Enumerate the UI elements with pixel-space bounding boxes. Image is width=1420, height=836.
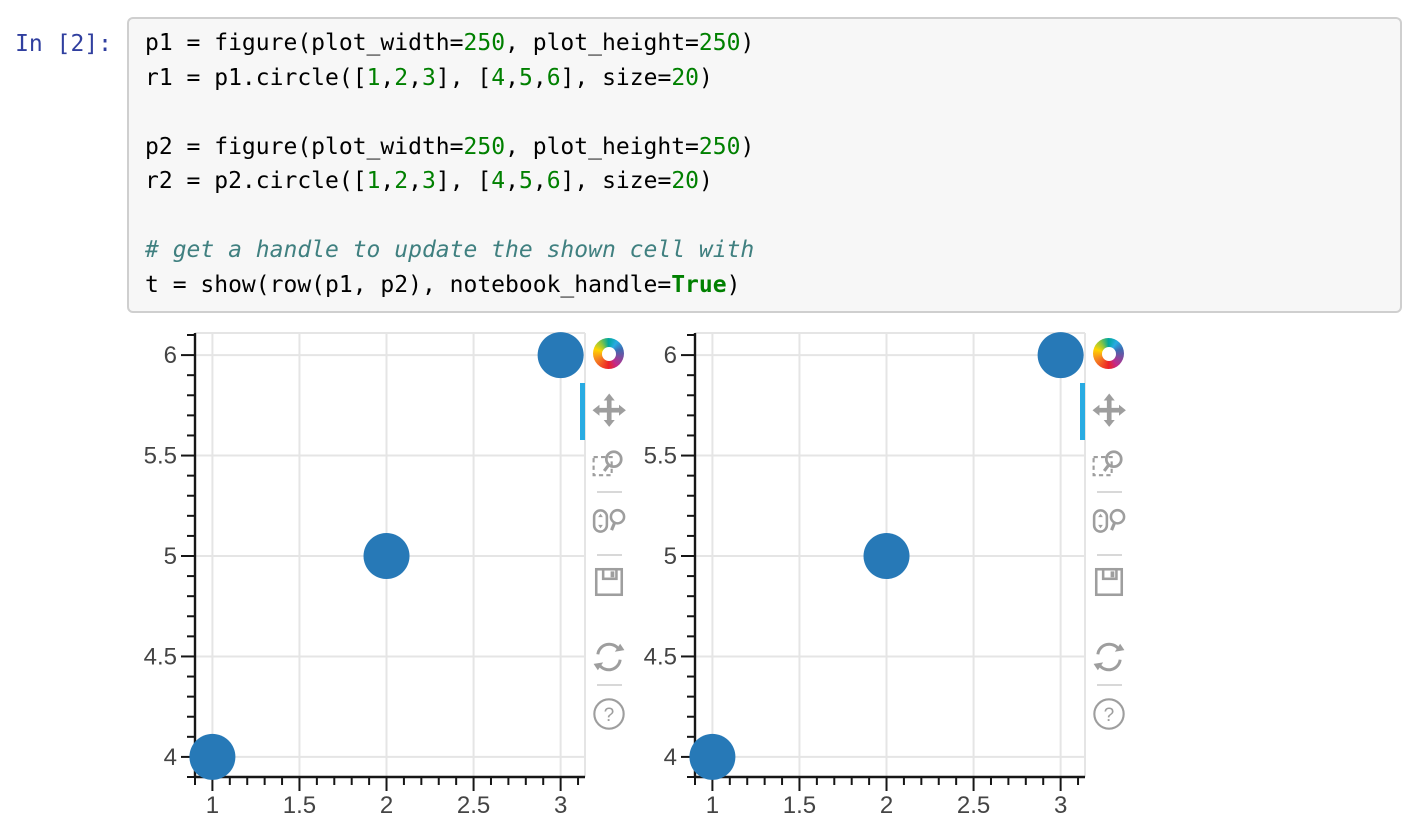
y-tick-label: 5.5 [644,443,677,470]
bokeh-toolbar: ? [1080,330,1140,830]
y-tick-label: 4.5 [644,643,677,670]
plot-frame-outline [695,332,1086,777]
wheel-zoom-tool-button[interactable] [592,504,626,538]
svg-text:?: ? [1104,705,1115,726]
scatter-glyphs [689,332,1084,780]
code-area: p1 = figure(plot_width=250, plot_height=… [145,26,1400,302]
help-icon: ? [593,698,625,730]
y-tick-label: 4.5 [144,643,177,670]
y-tick-label: 4 [664,744,677,771]
x-tick-label: 1 [206,792,219,819]
box-zoom-tool-button[interactable] [1092,447,1126,481]
y-tick-label: 4 [164,744,177,771]
data-point [363,533,410,580]
save-tool-button[interactable] [1092,565,1126,599]
y-tick-label: 6 [664,342,677,369]
x-tick-label: 2 [380,792,393,819]
y-tick-labels: 4 4.5 5 5.5 6 [644,342,677,771]
svg-text:?: ? [604,705,615,726]
x-tick-label: 2.5 [457,792,490,819]
toolbar-separator [597,554,622,556]
x-tick-label: 3 [1054,792,1067,819]
bokeh-figure-2: 1 1.5 2 2.5 3 4 4.5 5 5.5 6 ? [640,330,1140,830]
wheel-zoom-icon [1092,508,1126,533]
plot-canvas[interactable]: 1 1.5 2 2.5 3 4 4.5 5 5.5 6 [640,330,1095,830]
x-tick-label: 3 [554,792,567,819]
box-zoom-icon [1092,450,1123,477]
data-point [189,733,236,780]
code-editor[interactable]: p1 = figure(plot_width=250, plot_height=… [127,17,1402,313]
help-tool-button[interactable]: ? [1092,697,1126,731]
reset-icon [593,642,625,672]
y-tick-label: 6 [164,342,177,369]
box-zoom-icon [592,450,623,477]
reset-icon [1093,642,1125,672]
box-zoom-tool-button[interactable] [592,447,626,481]
save-tool-button[interactable] [592,565,626,599]
bokeh-toolbar: ? [580,330,640,830]
toolbar-separator [1097,554,1122,556]
code-line: # get a handle to update the shown cell … [145,237,755,263]
y-tick-label: 5 [164,543,177,570]
reset-tool-button[interactable] [592,640,626,674]
bokeh-output-row: 1 1.5 2 2.5 3 4 4.5 5 5.5 6 ? 1 1.5 2 2.5 3 4 4.5 5 5.5 6 [140,330,1140,830]
wheel-zoom-tool-button[interactable] [1092,504,1126,538]
axis-ticks [181,334,580,791]
data-point [1037,332,1084,379]
x-tick-label: 1.5 [283,792,316,819]
x-tick-label: 1 [706,792,719,819]
axes [693,333,1085,779]
bokeh-figure-1: 1 1.5 2 2.5 3 4 4.5 5 5.5 6 ? [140,330,640,830]
reset-tool-button[interactable] [1092,640,1126,674]
code-line: p2 = figure(plot_width=250, plot_height=… [145,133,755,160]
pan-icon [592,393,626,427]
help-icon: ? [1093,698,1125,730]
toolbar-separator [1097,684,1122,686]
help-tool-button[interactable]: ? [592,697,626,731]
x-tick-labels: 1 1.5 2 2.5 3 [706,792,1068,819]
toolbar-separator [1097,491,1122,493]
code-line [145,199,1400,234]
wheel-zoom-icon [592,508,626,533]
data-point [689,733,736,780]
x-tick-labels: 1 1.5 2 2.5 3 [206,792,568,819]
toolbar-separator [597,491,622,493]
code-line: r1 = p1.circle([1,2,3], [4,5,6], size=20… [145,64,713,91]
plot-canvas[interactable]: 1 1.5 2 2.5 3 4 4.5 5 5.5 6 [140,330,595,830]
axes [193,333,585,779]
active-tool-indicator [1080,383,1085,440]
pan-tool-button[interactable] [592,393,626,427]
data-point [537,332,584,379]
cell-input-prompt: In [2]: [15,31,112,57]
x-tick-label: 1.5 [783,792,816,819]
plot-frame-outline [195,332,586,777]
toolbar-separator [597,684,622,686]
code-line: r2 = p2.circle([1,2,3], [4,5,6], size=20… [145,168,713,194]
bokeh-logo-icon[interactable] [593,338,624,369]
data-point [863,533,910,580]
pan-tool-button[interactable] [1092,393,1126,427]
save-icon [1094,567,1124,597]
code-line: t = show(row(p1, p2), notebook_handle=Tr… [145,271,741,298]
y-tick-label: 5.5 [144,443,177,470]
bokeh-logo-icon[interactable] [1093,338,1124,369]
x-tick-label: 2 [880,792,893,819]
y-tick-labels: 4 4.5 5 5.5 6 [144,342,177,771]
pan-icon [1092,393,1126,427]
axis-ticks [681,334,1080,791]
code-line [145,95,1400,130]
active-tool-indicator [580,383,585,440]
x-tick-label: 2.5 [957,792,990,819]
save-icon [594,567,624,597]
gridlines [195,333,585,777]
scatter-glyphs [189,332,584,780]
code-line: p1 = figure(plot_width=250, plot_height=… [145,30,755,56]
y-tick-label: 5 [664,543,677,570]
